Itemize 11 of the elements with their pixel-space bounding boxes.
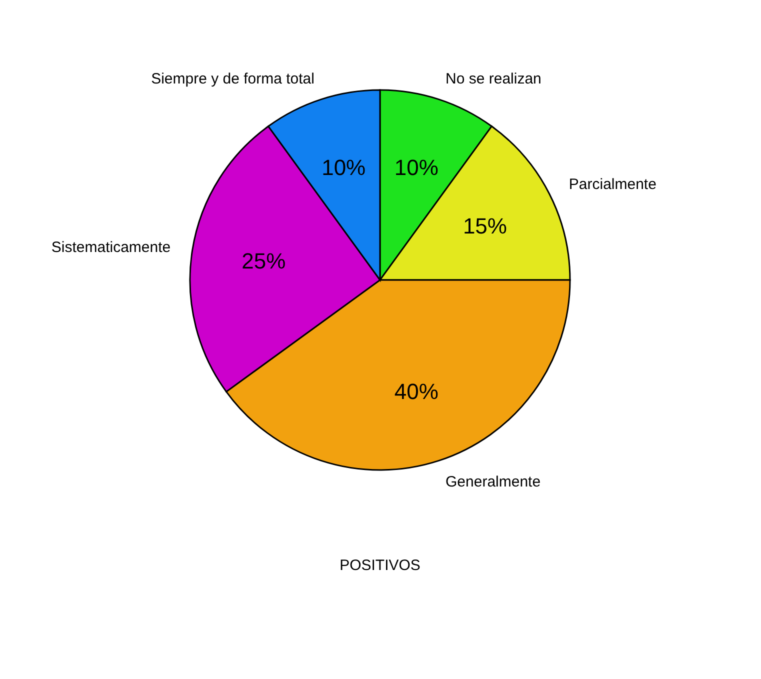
data-label: 15% [462, 214, 507, 239]
data-label: 10% [322, 154, 366, 180]
text: POSITIVOS [340, 557, 420, 574]
data-label: 25% [242, 248, 286, 274]
slice-label: Generalmente [446, 474, 541, 491]
data-label: 10% [394, 154, 438, 180]
slice-label: Parcialmente [568, 176, 656, 193]
slice-label: No se realizan [446, 70, 542, 88]
data-label: 40% [394, 379, 438, 404]
slice-label: Siempre y de forma total [151, 70, 314, 88]
slice-label: Sistematicamente [51, 238, 171, 256]
